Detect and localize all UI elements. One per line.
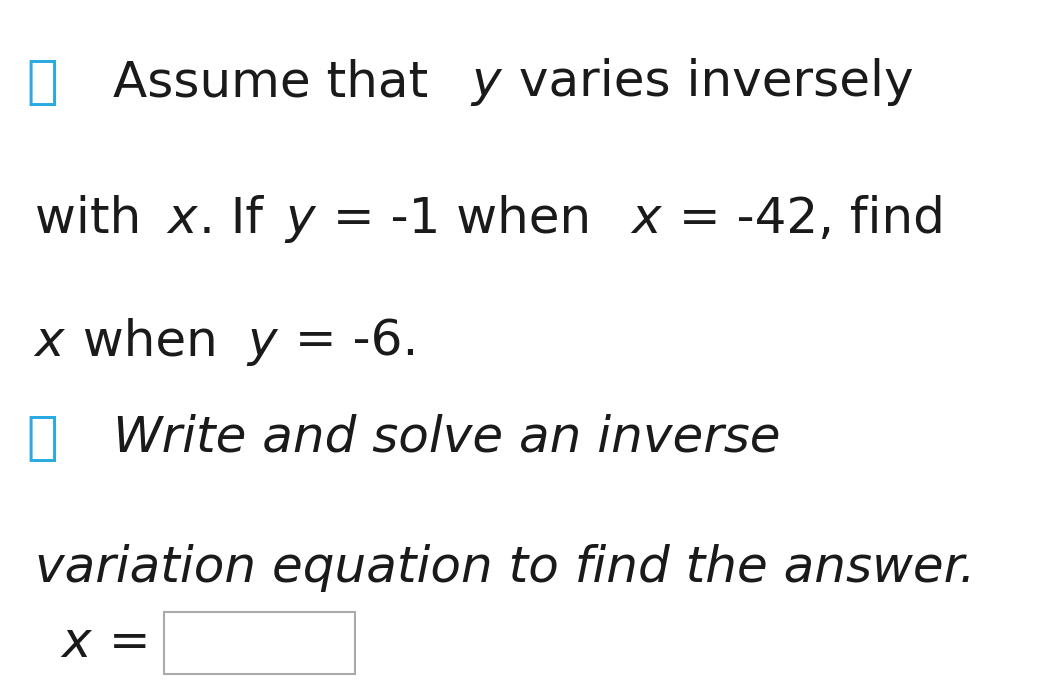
Text: x: x [167, 195, 196, 243]
Text: y: y [285, 195, 315, 243]
Text: = -42, find: = -42, find [663, 195, 945, 243]
Text: variation equation to find the answer.: variation equation to find the answer. [35, 544, 975, 592]
Text: 🔊: 🔊 [26, 412, 58, 464]
Text: with: with [35, 195, 157, 243]
Text: = -6.: = -6. [279, 318, 418, 366]
Text: x: x [631, 195, 660, 243]
Text: x: x [61, 619, 90, 667]
Text: varies inversely: varies inversely [503, 58, 913, 106]
FancyBboxPatch shape [164, 612, 355, 674]
Text: x: x [35, 318, 64, 366]
Text: . If: . If [199, 195, 279, 243]
Text: Assume that: Assume that [113, 58, 444, 106]
Text: y: y [471, 58, 500, 106]
Text: 🔊: 🔊 [26, 56, 58, 108]
Text: = -1 when: = -1 when [318, 195, 607, 243]
Text: Write and solve an inverse: Write and solve an inverse [113, 414, 781, 462]
Text: y: y [247, 318, 277, 366]
Text: =: = [93, 619, 151, 667]
Text: when: when [66, 318, 234, 366]
